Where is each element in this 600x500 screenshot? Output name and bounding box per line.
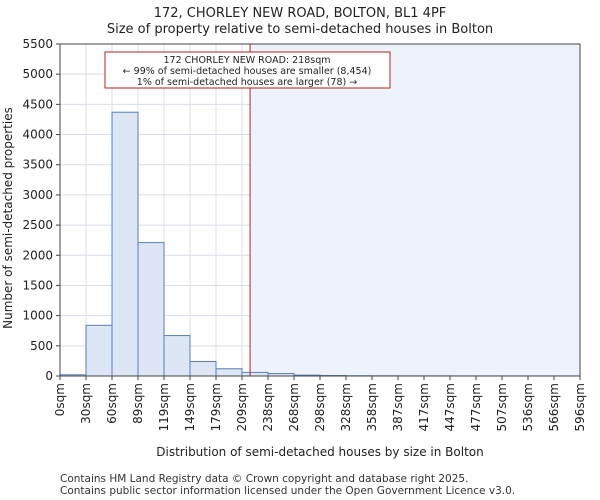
x-tick-label: 238sqm [261, 383, 275, 431]
y-tick-label: 3000 [22, 188, 53, 202]
x-tick-label: 119sqm [157, 383, 171, 431]
y-tick-label: 5000 [22, 67, 53, 81]
x-tick-label: 387sqm [391, 383, 405, 431]
histogram-bar [137, 242, 165, 377]
footer-line-2: Contains public sector information licen… [60, 485, 516, 497]
y-tick-label: 500 [30, 339, 53, 353]
chart-subtitle: Size of property relative to semi-detach… [106, 22, 494, 37]
histogram-bar [241, 371, 269, 377]
x-tick-label: 566sqm [547, 383, 561, 431]
histogram-bar [215, 368, 243, 377]
histogram-bar [189, 361, 217, 377]
chart-title: 172, CHORLEY NEW ROAD, BOLTON, BL1 4PF [153, 6, 447, 21]
y-tick-label: 4500 [22, 97, 53, 111]
y-tick-label: 0 [45, 369, 53, 383]
x-tick-label: 507sqm [495, 383, 509, 431]
x-tick-label: 0sqm [53, 383, 67, 416]
x-tick-label: 268sqm [287, 383, 301, 431]
annotation-box: 172 CHORLEY NEW ROAD: 218sqm ← 99% of se… [104, 51, 391, 89]
annotation-line-1: 172 CHORLEY NEW ROAD: 218sqm [164, 55, 331, 66]
x-tick-label: 149sqm [183, 383, 197, 431]
y-tick-label: 2000 [22, 248, 53, 262]
x-tick-label: 89sqm [131, 383, 145, 424]
x-tick-label: 447sqm [443, 383, 457, 431]
histogram-bar [85, 324, 113, 377]
plot-frame [59, 43, 581, 377]
x-axis-label: Distribution of semi-detached houses by … [156, 445, 483, 459]
x-tick-label: 298sqm [313, 383, 327, 431]
x-tick-label: 596sqm [573, 383, 587, 431]
y-tick-label: 1500 [22, 278, 53, 292]
y-axis-label: Number of semi-detached properties [1, 107, 15, 329]
histogram-bar [163, 335, 191, 377]
y-tick-label: 4000 [22, 128, 53, 142]
x-tick-label: 417sqm [417, 383, 431, 431]
y-tick-label: 2500 [22, 218, 53, 232]
x-tick-label: 536sqm [521, 383, 535, 431]
annotation-line-3: 1% of semi-detached houses are larger (7… [137, 77, 357, 88]
x-tick-label: 30sqm [79, 383, 93, 424]
larger-region-highlight [250, 44, 580, 376]
histogram-bar [111, 111, 139, 377]
x-tick-label: 179sqm [209, 383, 223, 431]
x-tick-label: 358sqm [365, 383, 379, 431]
y-tick-label: 3500 [22, 158, 53, 172]
y-tick-label: 1000 [22, 309, 53, 323]
x-tick-label: 477sqm [469, 383, 483, 431]
x-tick-label: 209sqm [235, 383, 249, 431]
annotation-line-2: ← 99% of semi-detached houses are smalle… [123, 66, 372, 77]
x-tick-label: 60sqm [105, 383, 119, 424]
x-tick-label: 328sqm [339, 383, 353, 431]
y-tick-label: 5500 [22, 37, 53, 51]
footer-line-1: Contains HM Land Registry data © Crown c… [60, 473, 469, 485]
